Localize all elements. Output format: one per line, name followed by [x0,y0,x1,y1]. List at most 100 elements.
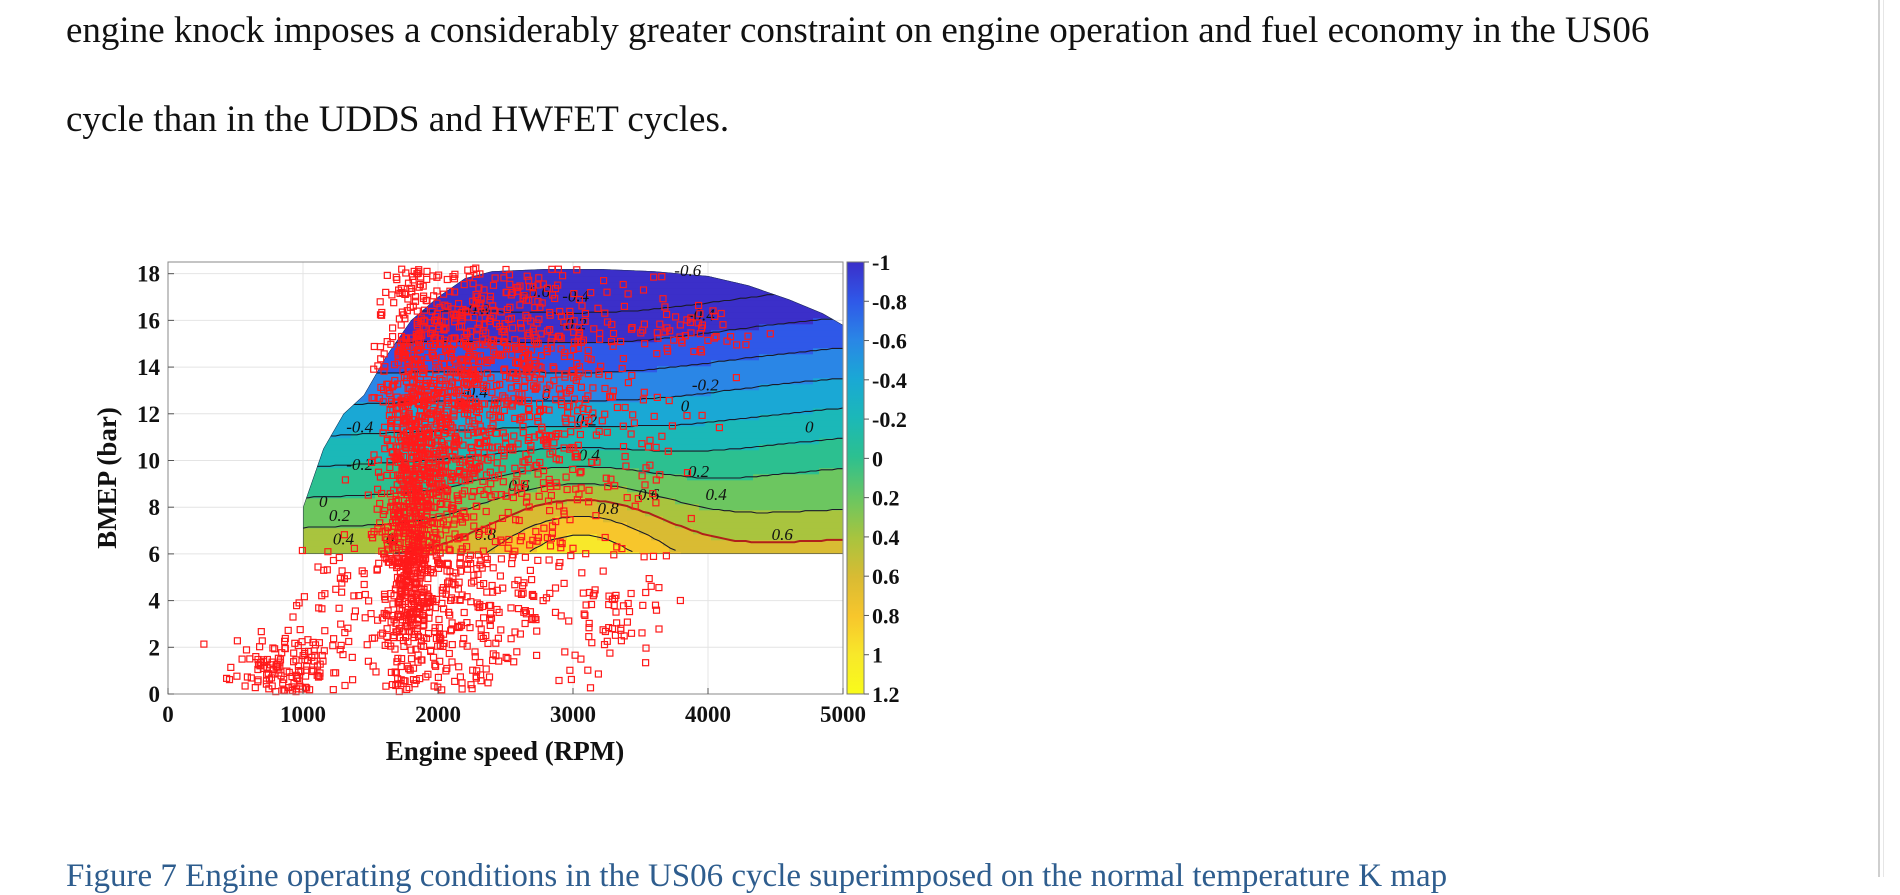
contour-cell [639,546,646,553]
contour-cell [363,306,370,313]
contour-cell [639,426,646,433]
contour-cell [825,492,832,499]
contour-cell [339,450,346,457]
contour-cell [813,462,820,469]
contour-cell [747,372,754,379]
contour-cell [351,342,358,349]
contour-cell [705,276,712,283]
contour-cell [333,498,340,505]
contour-cell [825,462,832,469]
contour-cell [795,342,802,349]
contour-cell [813,498,820,505]
contour-cell [321,420,328,427]
contour-cell [735,276,742,283]
contour-cell [363,444,370,451]
contour-cell [717,264,724,271]
contour-cell [315,360,322,367]
contour-cell [777,336,784,343]
contour-cell [339,498,346,505]
contour-cell [771,372,778,379]
contour-cell [633,450,640,457]
contour-cell [807,336,814,343]
contour-cell [783,294,790,301]
contour-cell [333,282,340,289]
contour-cell [807,552,814,559]
contour-cell [759,390,766,397]
contour-cell [585,438,592,445]
contour-cell [747,420,754,427]
contour-cell [621,324,628,331]
contour-cell [759,552,766,559]
contour-cell [765,504,772,511]
contour-cell [663,282,670,289]
contour-cell [759,516,766,523]
contour-cell [735,480,742,487]
contour-cell [333,450,340,457]
contour-cell [711,522,718,529]
contour-cell [369,552,376,559]
contour-cell [681,306,688,313]
contour-cell [831,360,838,367]
contour-cell [759,408,766,415]
contour-cell [765,498,772,505]
contour-cell [729,396,736,403]
contour-cell [357,390,364,397]
contour-cell [663,360,670,367]
contour-cell [651,264,658,271]
contour-cell [813,480,820,487]
contour-cell [675,306,682,313]
contour-cell [609,276,616,283]
contour-cell [759,438,766,445]
contour-cell [381,480,388,487]
contour-cell [753,330,760,337]
contour-cell [723,294,730,301]
contour-cell [657,528,664,535]
contour-cell [609,474,616,481]
contour-cell [663,522,670,529]
contour-cell [759,354,766,361]
contour-cell [729,444,736,451]
contour-cell [819,402,826,409]
contour-cell [717,510,724,517]
contour-cell [621,516,628,523]
contour-cell [795,480,802,487]
contour-cell [801,372,808,379]
contour-cell [537,312,544,319]
contour-cell [813,534,820,541]
contour-cell [747,306,754,313]
contour-cell [627,276,634,283]
contour-cell [345,324,352,331]
contour-cell [615,474,622,481]
contour-cell [321,384,328,391]
contour-cell [813,510,820,517]
contour-cell [801,390,808,397]
contour-cell [495,390,502,397]
contour-cell [789,552,796,559]
contour-cell [831,312,838,319]
contour-cell [765,312,772,319]
contour-cell [771,504,778,511]
contour-cell [687,432,694,439]
contour-cell [807,462,814,469]
contour-cell [663,318,670,325]
contour-cell [303,456,310,463]
contour-cell [615,468,622,475]
contour-cell [723,468,730,475]
contour-cell [747,516,754,523]
contour-cell [357,318,364,325]
contour-cell [675,456,682,463]
contour-cell [537,264,544,271]
contour-cell [309,288,316,295]
contour-cell [603,300,610,307]
contour-cell [627,552,634,559]
contour-cell [759,468,766,475]
contour-cell [309,444,316,451]
contour-cell [663,408,670,415]
contour-cell [753,522,760,529]
contour-cell [741,546,748,553]
contour-cell [561,552,568,559]
contour-cell [309,390,316,397]
contour-cell [585,522,592,529]
paragraph-line-2: cycle than in the UDDS and HWFET cycles. [66,101,729,138]
contour-cell [741,306,748,313]
